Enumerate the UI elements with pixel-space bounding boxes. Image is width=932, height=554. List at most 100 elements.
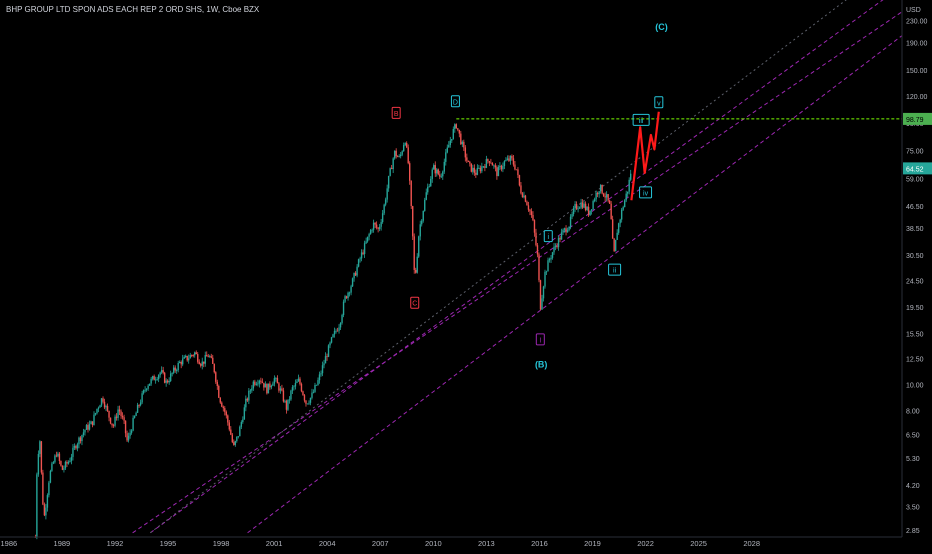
- candle-body: [491, 162, 494, 166]
- currency-label: USD: [906, 7, 921, 14]
- candle-body: [332, 334, 334, 338]
- candle-body: [258, 380, 261, 384]
- candle-body: [60, 460, 62, 466]
- candle-body: [551, 252, 554, 258]
- candle-body: [405, 143, 408, 148]
- candle-body: [37, 453, 40, 475]
- x-tick-label: 2019: [584, 539, 601, 548]
- candle-body: [556, 246, 558, 248]
- candle-body: [278, 383, 280, 391]
- candle-body: [234, 441, 237, 445]
- candle-body: [508, 158, 510, 161]
- candle-body: [470, 163, 473, 172]
- candle-body: [330, 337, 333, 343]
- candle-body: [351, 278, 354, 287]
- x-tick-label: 2025: [690, 539, 707, 548]
- candle-body: [108, 410, 110, 418]
- candle-body: [139, 402, 142, 406]
- candle-body: [138, 404, 140, 406]
- candle-body: [436, 169, 438, 174]
- candle-body: [559, 237, 561, 240]
- candle-body: [565, 228, 567, 233]
- candle-body: [72, 447, 74, 457]
- candle-body: [357, 259, 360, 267]
- wave-label: (C): [655, 22, 668, 32]
- candle-body: [215, 372, 217, 382]
- candle-body: [451, 138, 453, 141]
- candle-body: [469, 161, 471, 164]
- price-axis: 230.00190.00150.00120.0095.0075.0059.004…: [901, 0, 932, 550]
- y-tick-label: 38.50: [906, 226, 924, 233]
- candle-body: [58, 453, 61, 461]
- candle-body: [545, 271, 548, 273]
- x-tick-label: 2013: [478, 539, 495, 548]
- candle-body: [189, 355, 191, 359]
- candle-body: [57, 453, 59, 457]
- candle-body: [390, 168, 393, 170]
- candle-body: [192, 355, 194, 356]
- y-tick-label: 3.50: [906, 504, 920, 511]
- x-tick-label: 1989: [54, 539, 71, 548]
- candle-body: [622, 207, 624, 210]
- wave-label-box: [654, 96, 664, 109]
- candle-body: [347, 292, 349, 299]
- candle-body: [353, 272, 355, 279]
- candle-body: [67, 461, 70, 464]
- candle-body: [514, 164, 516, 170]
- candle-body: [547, 260, 549, 272]
- wave-label-box: [632, 113, 650, 126]
- candle-body: [99, 405, 101, 408]
- candle-body: [398, 156, 400, 157]
- candle-body: [506, 158, 509, 161]
- y-tick-label: 6.50: [906, 432, 920, 439]
- candle-body: [135, 412, 137, 416]
- candle-body: [544, 271, 546, 287]
- candle-body: [255, 383, 258, 385]
- candle-body: [239, 426, 241, 437]
- candle-body: [254, 381, 256, 385]
- candle-body: [509, 155, 512, 161]
- candle-body: [181, 358, 184, 365]
- y-tick-label: 15.50: [906, 332, 924, 339]
- wave-label: I: [539, 337, 541, 344]
- candle-body: [269, 383, 271, 388]
- candle-body: [366, 236, 369, 242]
- candle-body: [227, 415, 229, 423]
- candle-body: [76, 444, 79, 449]
- wave-label: B: [394, 111, 399, 118]
- candle-body: [185, 355, 187, 357]
- candle-body: [39, 441, 41, 454]
- candles: [34, 123, 632, 540]
- candle-body: [484, 166, 486, 168]
- candle-body: [243, 407, 246, 420]
- candle-body: [75, 446, 77, 449]
- candle-body: [93, 414, 95, 426]
- candle-body: [572, 208, 575, 215]
- candle-body: [225, 411, 227, 416]
- candle-body: [614, 239, 617, 252]
- candle-body: [399, 154, 402, 157]
- candle-body: [52, 462, 55, 464]
- candle-body: [605, 194, 608, 198]
- channel-line: [150, 0, 884, 534]
- candle-body: [63, 468, 65, 470]
- channel-line: [247, 35, 903, 534]
- candle-body: [320, 373, 322, 375]
- wave-label-box: [410, 296, 420, 309]
- candle-body: [407, 147, 409, 164]
- candle-body: [583, 203, 585, 208]
- candle-body: [156, 379, 158, 380]
- candle-body: [308, 402, 310, 404]
- candle-body: [175, 370, 178, 371]
- candle-body: [542, 286, 545, 299]
- candle-body: [581, 202, 584, 208]
- candle-body: [218, 385, 220, 398]
- candle-body: [596, 193, 599, 195]
- candle-body: [503, 161, 506, 166]
- candle-body: [114, 416, 116, 426]
- wave-label: C: [412, 301, 417, 308]
- candle-body: [172, 367, 175, 373]
- candle-body: [412, 206, 414, 237]
